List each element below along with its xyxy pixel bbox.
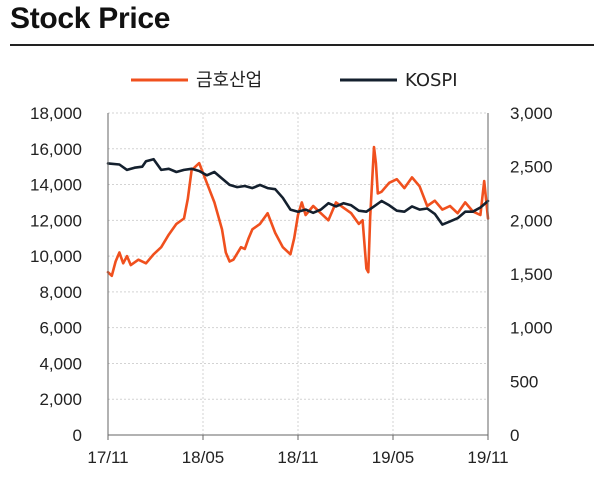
x-tick-label: 18/11 — [277, 448, 318, 467]
grid-lines — [108, 112, 489, 435]
y-left-tick-label: 0 — [73, 426, 82, 445]
y-right-tick-label: 2,500 — [510, 158, 553, 177]
y-left-tick-label: 18,000 — [30, 104, 82, 123]
y-right-tick-label: 0 — [510, 426, 519, 445]
x-tick-label: 17/11 — [87, 448, 128, 467]
y-left-tick-label: 16,000 — [30, 140, 82, 159]
x-tick-label: 19/05 — [372, 448, 415, 467]
y-right-tick-label: 1,000 — [510, 319, 553, 338]
y-left-tick-label: 14,000 — [30, 176, 82, 195]
y-left-tick-label: 6,000 — [39, 319, 82, 338]
series-line-kumho — [106, 145, 490, 278]
axes: 0 2,000 4,000 6,000 8,000 10,000 12,000 14,000 1… — [30, 104, 553, 467]
legend: 금호산업 KOSPI — [131, 70, 458, 91]
y-right-tick-label: 1,500 — [510, 265, 553, 284]
y-left-tick-label: 4,000 — [39, 354, 82, 373]
series-layer — [106, 145, 490, 278]
y-right-tick-label: 500 — [510, 372, 538, 391]
page-title: Stock Price — [10, 2, 171, 35]
x-tick-label: 19/11 — [467, 448, 508, 467]
title-divider — [10, 44, 594, 46]
y-left-tick-label: 10,000 — [30, 247, 82, 266]
y-left-tick-label: 8,000 — [39, 283, 82, 302]
series-line-kospi — [106, 157, 490, 226]
y-left-tick-label: 2,000 — [39, 390, 82, 409]
y-left-tick-label: 12,000 — [30, 211, 82, 230]
y-right-tick-label: 3,000 — [510, 104, 553, 123]
x-tick-label: 18/05 — [182, 448, 225, 467]
legend-label-kospi: KOSPI — [405, 70, 458, 91]
y-right-tick-label: 2,000 — [510, 211, 553, 230]
legend-label-kumho: 금호산업 — [196, 70, 262, 91]
